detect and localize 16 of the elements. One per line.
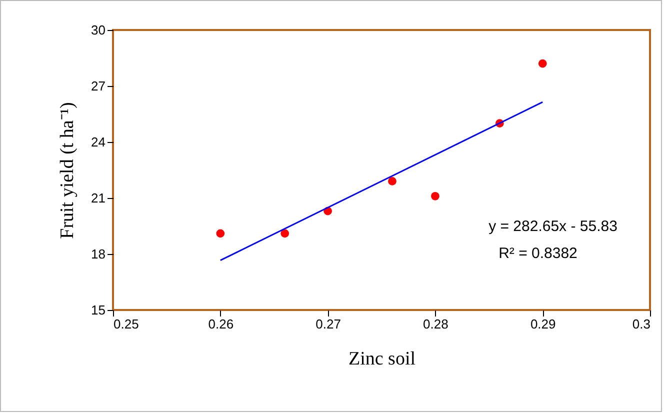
x-tick-label: 0.29: [530, 316, 556, 332]
y-tick-label: 15: [91, 302, 106, 318]
x-tick-label: 0.3: [632, 316, 650, 332]
x-axis-title: Zinc soil: [348, 348, 416, 370]
x-tick-label: 0.27: [316, 316, 341, 332]
annotation: R² = 0.8382: [498, 245, 578, 262]
x-tick-label: 0.25: [114, 316, 139, 332]
x-tick-label: 0.28: [423, 316, 448, 332]
y-tick-label: 21: [91, 190, 106, 206]
y-axis-title: Fruit yield (t ha⁻¹): [57, 102, 78, 239]
annotation: y = 282.65x - 55.83: [488, 218, 618, 235]
y-tick-label: 30: [91, 22, 106, 38]
y-tick-label: 18: [91, 246, 106, 262]
y-tick-label: 27: [91, 78, 106, 94]
x-tick-label: 0.26: [208, 316, 234, 332]
y-tick-label: 24: [91, 134, 106, 150]
